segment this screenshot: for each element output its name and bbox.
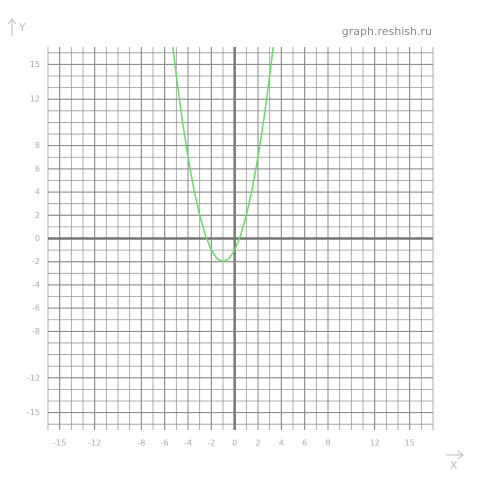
x-tick-label: -15 xyxy=(53,439,66,448)
x-tick-label: -4 xyxy=(184,439,192,448)
y-tick-label: -4 xyxy=(32,280,40,289)
y-tick-label: 8 xyxy=(35,141,40,150)
x-axis-label: X xyxy=(450,459,458,472)
x-tick-label: -12 xyxy=(88,439,101,448)
x-tick-label: 4 xyxy=(279,439,284,448)
y-axis-label: Y xyxy=(18,21,26,34)
y-tick-label: -2 xyxy=(32,257,40,266)
y-tick-label: -12 xyxy=(27,373,40,382)
y-tick-label: -15 xyxy=(27,408,40,417)
x-tick-label: 12 xyxy=(370,439,380,448)
y-tick-label: 12 xyxy=(30,95,40,104)
x-tick-label: -8 xyxy=(137,439,145,448)
x-tick-label: 15 xyxy=(405,439,415,448)
y-arrow-head xyxy=(7,18,17,25)
x-tick-label: 2 xyxy=(255,439,260,448)
y-tick-label: 2 xyxy=(35,211,40,220)
y-tick-label: 15 xyxy=(30,60,40,69)
y-tick-label: -6 xyxy=(32,304,40,313)
y-tick-label: 6 xyxy=(35,164,40,173)
y-tick-label: 0 xyxy=(35,234,40,243)
y-tick-label: 4 xyxy=(35,188,40,197)
y-tick-label: -8 xyxy=(32,327,40,336)
watermark: graph.reshish.ru xyxy=(342,25,432,38)
x-arrow-head xyxy=(457,450,464,460)
curve xyxy=(172,47,274,263)
x-tick-label: -6 xyxy=(161,439,169,448)
x-tick-label: -2 xyxy=(207,439,215,448)
x-tick-label: 0 xyxy=(232,439,237,448)
x-tick-label: 6 xyxy=(302,439,307,448)
x-tick-label: 8 xyxy=(325,439,330,448)
